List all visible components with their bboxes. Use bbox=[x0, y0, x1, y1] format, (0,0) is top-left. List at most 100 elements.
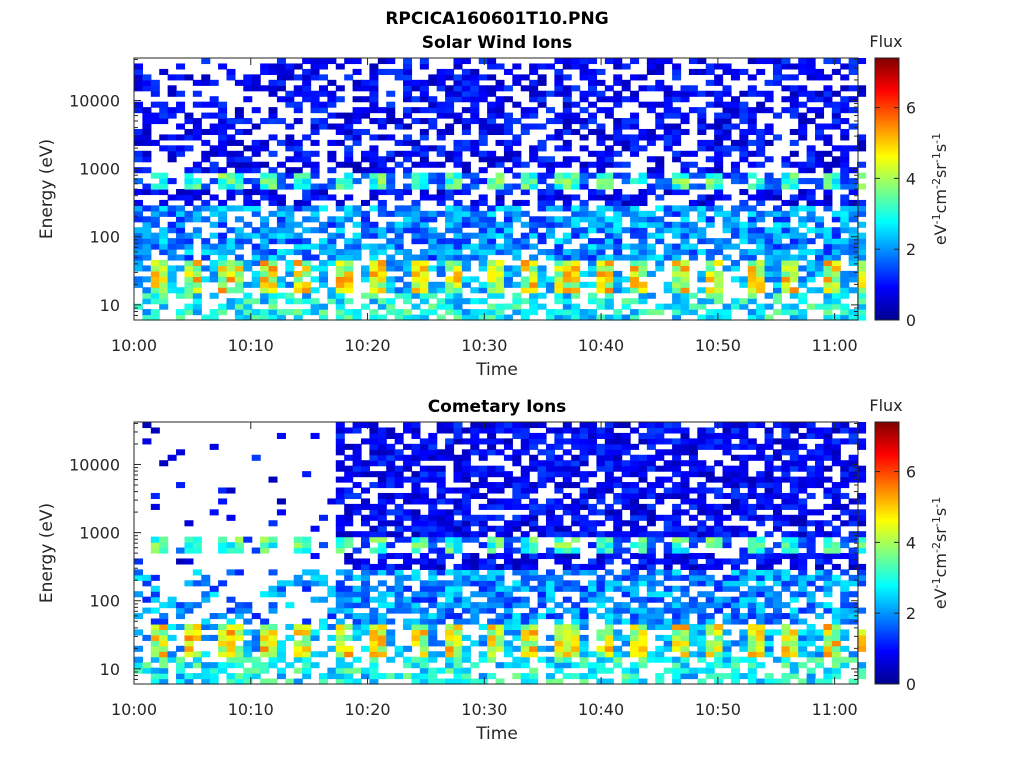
spectrogram-cell bbox=[478, 574, 488, 581]
spectrogram-cell bbox=[428, 194, 438, 201]
spectrogram-cell bbox=[268, 298, 278, 305]
spectrogram-cell bbox=[772, 569, 782, 576]
spectrogram-cell bbox=[478, 243, 488, 250]
spectrogram-cell bbox=[495, 438, 505, 445]
spectrogram-cell bbox=[655, 68, 665, 75]
spectrogram-cell bbox=[142, 314, 152, 321]
spectrogram-cell bbox=[260, 309, 270, 316]
spectrogram-cell bbox=[260, 227, 270, 234]
spectrogram-cell bbox=[672, 270, 682, 277]
spectrogram-cell bbox=[756, 618, 766, 625]
spectrogram-cell bbox=[411, 525, 421, 532]
spectrogram-cell bbox=[159, 265, 169, 272]
spectrogram-cell bbox=[445, 183, 455, 190]
spectrogram-cell bbox=[529, 232, 539, 239]
spectrogram-cell bbox=[545, 580, 555, 587]
spectrogram-cell bbox=[588, 227, 598, 234]
spectrogram-cell bbox=[226, 205, 236, 212]
spectrogram-cell bbox=[655, 85, 665, 92]
spectrogram-cell bbox=[461, 553, 471, 560]
spectrogram-cell bbox=[646, 107, 656, 114]
spectrogram-cell bbox=[596, 553, 606, 560]
spectrogram-cell bbox=[789, 265, 799, 272]
spectrogram-cell bbox=[840, 199, 850, 206]
spectrogram-cell bbox=[554, 221, 564, 228]
spectrogram-cell bbox=[209, 443, 219, 450]
spectrogram-cell bbox=[781, 427, 791, 434]
spectrogram-cell bbox=[798, 563, 808, 570]
spectrogram-cell bbox=[461, 265, 471, 272]
spectrogram-cell bbox=[184, 678, 194, 685]
spectrogram-cell bbox=[562, 509, 572, 516]
spectrogram-cell bbox=[428, 547, 438, 554]
spectrogram-cell bbox=[604, 542, 614, 549]
spectrogram-cell bbox=[630, 645, 640, 652]
spectrogram-cell bbox=[150, 678, 160, 685]
spectrogram-cell bbox=[419, 656, 429, 663]
spectrogram-cell bbox=[714, 531, 724, 538]
spectrogram-cell bbox=[579, 651, 589, 658]
spectrogram-cell bbox=[562, 580, 572, 587]
spectrogram-cell bbox=[772, 525, 782, 532]
spectrogram-cell bbox=[772, 492, 782, 500]
spectrogram-cell bbox=[268, 536, 278, 543]
spectrogram-cell bbox=[722, 123, 732, 130]
spectrogram-cell bbox=[512, 525, 522, 532]
spectrogram-cell bbox=[268, 309, 278, 316]
spectrogram-cell bbox=[352, 85, 362, 92]
spectrogram-cell bbox=[445, 454, 455, 461]
spectrogram-cell bbox=[655, 454, 665, 461]
spectrogram-cell bbox=[537, 591, 547, 598]
spectrogram-cell bbox=[672, 443, 682, 450]
spectrogram-cell bbox=[722, 542, 732, 549]
spectrogram-cell bbox=[234, 150, 244, 157]
spectrogram-cell bbox=[663, 189, 673, 196]
spectrogram-cell bbox=[571, 292, 581, 299]
spectrogram-cell bbox=[184, 270, 194, 277]
spectrogram-cell bbox=[596, 596, 606, 603]
spectrogram-cell bbox=[756, 422, 766, 429]
spectrogram-cell bbox=[756, 629, 766, 636]
spectrogram-cell bbox=[461, 471, 471, 478]
spectrogram-cell bbox=[302, 618, 312, 625]
spectrogram-cell bbox=[461, 476, 471, 483]
spectrogram-cell bbox=[327, 607, 337, 614]
spectrogram-cell bbox=[201, 58, 211, 65]
spectrogram-cell bbox=[520, 492, 530, 500]
spectrogram-cell bbox=[714, 172, 724, 179]
spectrogram-cell bbox=[394, 74, 404, 81]
spectrogram-cell bbox=[243, 79, 253, 86]
spectrogram-cell bbox=[293, 232, 303, 239]
spectrogram-cell bbox=[722, 427, 732, 434]
spectrogram-cell bbox=[403, 259, 413, 267]
spectrogram-cell bbox=[764, 265, 774, 272]
spectrogram-cell bbox=[478, 438, 488, 445]
spectrogram-cell bbox=[470, 591, 480, 598]
spectrogram-cell bbox=[747, 422, 757, 429]
spectrogram-cell bbox=[571, 221, 581, 228]
spectrogram-cell bbox=[377, 205, 387, 212]
spectrogram-cell bbox=[756, 645, 766, 652]
spectrogram-cell bbox=[478, 167, 488, 174]
spectrogram-cell bbox=[562, 287, 572, 294]
spectrogram-cell bbox=[503, 150, 513, 157]
spectrogram-cell bbox=[310, 118, 320, 125]
spectrogram-cell bbox=[663, 634, 673, 641]
spectrogram-cell bbox=[419, 623, 429, 631]
spectrogram-cell bbox=[831, 265, 841, 272]
spectrogram-cell bbox=[756, 498, 766, 505]
spectrogram-cell bbox=[646, 292, 656, 299]
spectrogram-cell bbox=[344, 607, 354, 614]
spectrogram-cell bbox=[150, 287, 160, 294]
spectrogram-cell bbox=[310, 298, 320, 305]
spectrogram-cell bbox=[386, 476, 396, 483]
spectrogram-cell bbox=[361, 167, 371, 174]
spectrogram-cell bbox=[529, 547, 539, 554]
spectrogram-cell bbox=[764, 90, 774, 97]
spectrogram-cell bbox=[857, 58, 867, 65]
spectrogram-cell bbox=[537, 585, 547, 592]
spectrogram-cell bbox=[756, 139, 766, 146]
spectrogram-cell bbox=[369, 265, 379, 272]
spectrogram-cell bbox=[529, 634, 539, 641]
spectrogram-cell bbox=[604, 596, 614, 603]
